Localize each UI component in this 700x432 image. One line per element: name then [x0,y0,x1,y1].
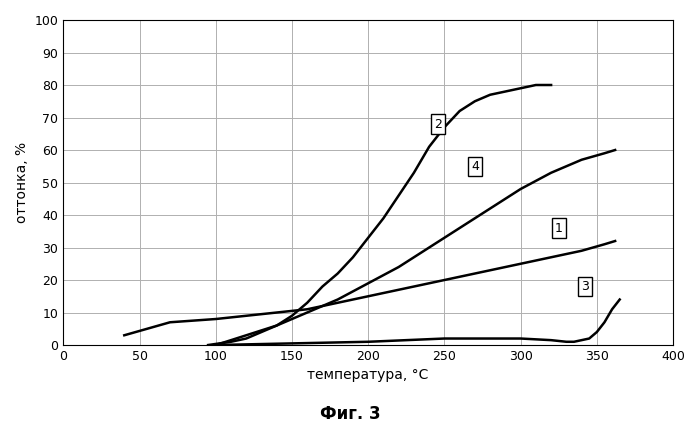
Text: 4: 4 [471,160,479,173]
Text: Фиг. 3: Фиг. 3 [320,405,380,423]
Text: 1: 1 [555,222,563,235]
X-axis label: температура, °C: температура, °C [307,368,429,382]
Text: 2: 2 [435,118,442,130]
Y-axis label: оттонка, %: оттонка, % [15,142,29,223]
Text: 3: 3 [581,280,589,293]
